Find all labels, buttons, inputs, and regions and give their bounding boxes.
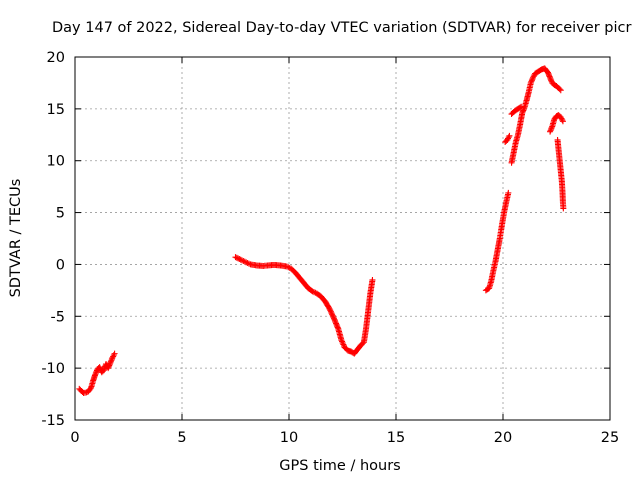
data-point xyxy=(530,73,537,80)
data-point xyxy=(241,258,248,265)
data-point xyxy=(235,255,242,262)
x-tick-label: 10 xyxy=(280,430,298,446)
x-tick-label: 5 xyxy=(177,430,186,446)
data-point xyxy=(237,256,244,263)
ticks xyxy=(74,56,611,421)
y-tick-label: 5 xyxy=(56,206,65,222)
data-point xyxy=(328,310,335,317)
x-tick-label: 20 xyxy=(494,430,512,446)
data-point xyxy=(110,352,117,359)
y-tick-label: 0 xyxy=(56,257,65,273)
data-point xyxy=(285,264,292,271)
chart-title: Day 147 of 2022, Sidereal Day-to-day VTE… xyxy=(52,20,631,36)
data-point xyxy=(505,134,512,141)
data-point xyxy=(109,354,116,361)
data-point xyxy=(504,135,511,142)
x-axis-label: GPS time / hours xyxy=(279,458,400,474)
data-point xyxy=(560,205,567,212)
data-point xyxy=(517,104,524,111)
data-point xyxy=(529,74,536,81)
data-point xyxy=(233,254,240,261)
x-tick-label: 15 xyxy=(387,430,405,446)
data-point xyxy=(110,353,117,360)
data-point xyxy=(244,260,251,267)
data-point xyxy=(557,114,564,121)
data-points xyxy=(76,65,567,397)
data-point xyxy=(518,103,525,110)
data-point xyxy=(369,276,376,283)
data-point xyxy=(236,256,243,263)
data-point xyxy=(329,311,336,318)
grid xyxy=(75,57,610,420)
data-point xyxy=(559,118,566,125)
data-point xyxy=(505,189,512,196)
data-point xyxy=(558,115,565,122)
data-point xyxy=(327,307,334,314)
data-point xyxy=(283,263,290,270)
data-point xyxy=(506,132,513,139)
data-point xyxy=(504,136,511,143)
y-tick-label: 15 xyxy=(47,102,65,118)
x-tick-label: 25 xyxy=(601,430,619,446)
y-tick-label: 10 xyxy=(47,154,65,170)
y-tick-label: -15 xyxy=(41,413,65,429)
data-point xyxy=(240,257,247,264)
data-point xyxy=(238,257,245,264)
y-tick-label: 20 xyxy=(47,50,65,66)
data-point xyxy=(330,314,337,321)
y-tick-label: -10 xyxy=(41,361,65,377)
data-point xyxy=(557,87,564,94)
data-point xyxy=(246,260,253,267)
x-tick-labels: 0 5 10 15 20 25 xyxy=(70,430,619,446)
data-point xyxy=(327,308,334,315)
data-point xyxy=(309,288,316,295)
x-tick-label: 0 xyxy=(70,430,79,446)
data-point xyxy=(556,86,563,93)
data-point xyxy=(559,116,566,123)
plot-frame xyxy=(74,56,611,421)
data-point xyxy=(329,312,336,319)
data-point xyxy=(111,350,118,357)
y-tick-label: -5 xyxy=(51,309,65,325)
data-point xyxy=(232,254,239,261)
y-tick-labels: -15 -10 -5 0 5 10 15 20 xyxy=(41,50,65,429)
data-point xyxy=(243,259,250,266)
data-point xyxy=(310,289,317,296)
data-point xyxy=(326,306,333,313)
y-axis-label: SDTVAR / TECUs xyxy=(8,179,24,298)
